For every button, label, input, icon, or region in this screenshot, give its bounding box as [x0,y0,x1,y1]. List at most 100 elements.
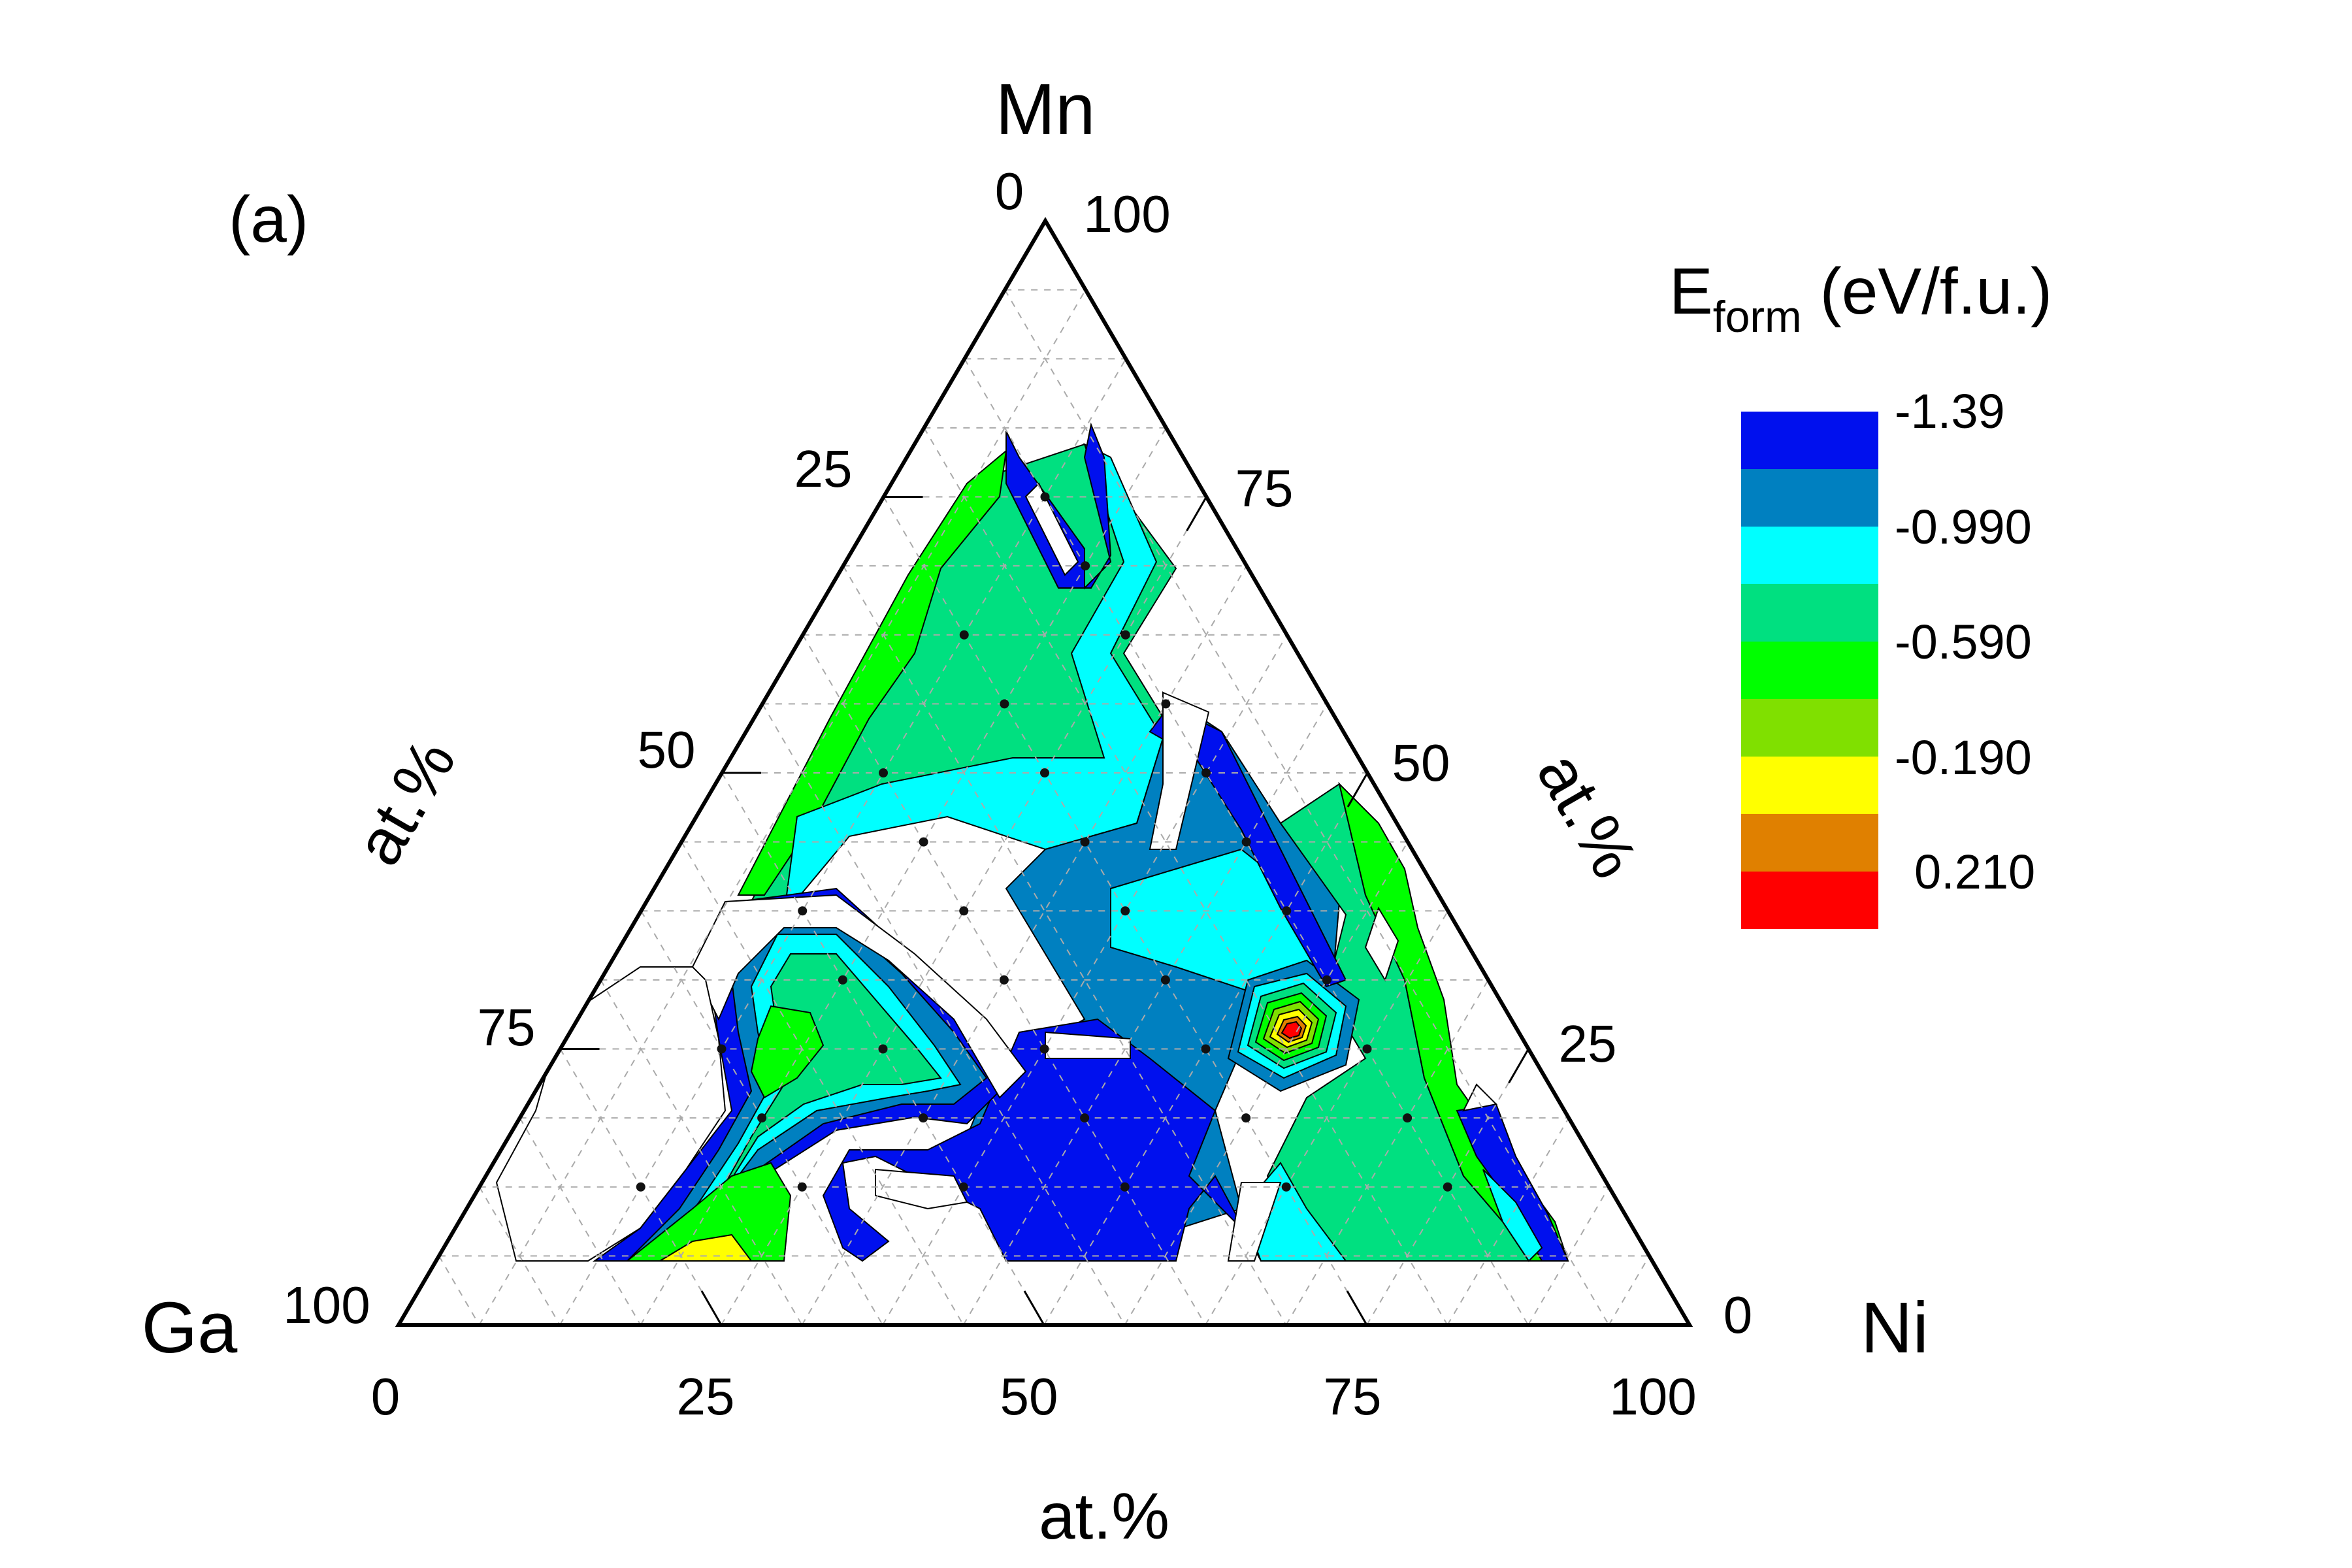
grid-line-15-2 [1608,1255,1650,1325]
tick-bottom-2 [1346,1290,1368,1326]
grid-line-13-2 [1446,1117,1569,1325]
colorbar-title: Eform (eV/f.u.) [1669,255,2052,342]
tick-label-bottom-75: 75 [1324,1367,1382,1426]
sample-point-8 [1080,1113,1090,1123]
tick-marks [560,496,1529,1326]
sample-point-3 [1120,1182,1130,1192]
grid-line-2-2 [559,358,1127,1325]
sample-point-20 [798,906,808,916]
sample-point-13 [1039,1044,1049,1054]
grid-line-3-1 [923,427,1448,1325]
panel-label: (a) [229,183,308,256]
tick-label-right-50: 50 [1392,734,1450,792]
gap-ni-edge [1364,906,1399,982]
sample-points [636,492,1452,1192]
contour-ni-side-lime [1338,781,1569,1262]
colorbar-level-2: -0.590 [1895,615,2032,669]
sample-point-17 [999,975,1009,985]
tick-label-right-75: 75 [1235,459,1294,517]
sample-point-9 [1241,1113,1251,1123]
colorbar: Eform (eV/f.u.) -1.39 -0.990 -0.590 -0.1… [1669,255,2052,929]
sample-point-26 [1241,837,1251,847]
sample-point-19 [1322,975,1331,985]
tick-label-right-100: 100 [1083,185,1170,243]
colorbar-level-4: 0.210 [1914,845,2035,899]
colorbar-level-0: -1.39 [1895,384,2005,438]
sample-point-28 [1040,768,1049,777]
sample-point-4 [1281,1182,1291,1192]
contour-fills [495,422,1569,1262]
sample-point-22 [1120,906,1130,916]
grid-line-3-2 [640,427,1167,1325]
contour-bottom-center-blue [822,1018,1282,1262]
vertex-right-label: Ni [1861,1288,1929,1368]
grid-line-10-2 [1205,910,1449,1325]
tick-label-left-25: 25 [794,440,853,498]
gap-upper [1024,482,1079,576]
contour-ga-lobe-lime [750,1005,825,1099]
contour-upper-cyan [783,443,1164,917]
sample-point-32 [959,630,969,640]
sample-point-31 [1161,699,1171,709]
colorbar-swatch-3 [1741,584,1878,642]
contour-hotspot-red [1281,1021,1303,1039]
colorbar-title-unit: (eV/f.u.) [1802,255,2052,328]
tick-label-left-50: 50 [638,721,696,779]
tick-label-bottom-0: 0 [371,1367,400,1426]
colorbar-title-sub: form [1713,292,1802,342]
grid-line-14-2 [1527,1186,1610,1325]
sample-point-1 [797,1182,807,1192]
grid-line-5-1 [842,565,1287,1325]
tick-label-bottom-50: 50 [1000,1367,1058,1426]
tick-label-right-25: 25 [1559,1015,1617,1073]
contour-ni-corner-blue [1456,1103,1569,1262]
grid-line-1-2 [478,289,1086,1325]
contour-ni-corner-cyan [1482,1169,1543,1262]
sample-point-0 [636,1182,645,1192]
colorbar-swatch-7 [1741,814,1878,872]
sample-point-34 [1081,561,1090,571]
colorbar-swatch-8 [1741,872,1878,929]
sample-point-10 [1403,1113,1413,1123]
gap-bottom-right [1227,1182,1282,1262]
grid-line-7-2 [962,703,1328,1325]
colorbar-swatch-0 [1741,412,1878,469]
grid-line-6-2 [882,634,1288,1325]
sample-point-33 [1120,630,1130,640]
tick-bottom-0 [700,1290,723,1326]
contour-ga-bottom-yellow [657,1233,753,1262]
colorbar-swatch-5 [1741,699,1878,757]
sample-point-14 [1201,1044,1211,1054]
sample-point-24 [919,837,928,847]
axis-title-right: at.% [1523,740,1652,890]
tick-label-left-75: 75 [478,998,536,1056]
sample-point-35 [1040,492,1050,502]
tick-label-bottom-100: 100 [1609,1367,1696,1426]
sample-point-30 [1000,699,1009,709]
sample-point-21 [959,906,969,916]
grid-line-11-2 [1285,979,1489,1325]
tick-right-1 [1347,772,1369,808]
colorbar-swatch-4 [1741,642,1878,699]
sample-point-29 [1201,768,1211,777]
grid-line-11-1 [600,979,803,1325]
tick-right-0 [1508,1048,1529,1084]
colorbar-swatch-2 [1741,527,1878,584]
colorbar-swatches [1741,412,1878,929]
sample-point-7 [919,1113,928,1123]
colorbar-level-3: -0.190 [1895,730,2032,785]
axis-title-bottom: at.% [1039,1480,1169,1553]
tick-label-left-0: 0 [995,162,1024,220]
contour-ga-bottom-green [625,1162,792,1262]
grid-line-5-2 [801,565,1247,1325]
sample-point-12 [878,1044,888,1054]
grid-line-6-1 [802,634,1206,1325]
tick-right-2 [1186,496,1207,532]
tick-bottom-1 [1023,1290,1045,1326]
grid-line-9-1 [681,841,964,1325]
grid-line-13-1 [519,1117,642,1325]
vertex-top-label: Mn [996,69,1096,150]
sample-point-6 [757,1113,767,1123]
sample-point-25 [1080,837,1090,847]
grid-line-1-1 [1004,289,1610,1325]
